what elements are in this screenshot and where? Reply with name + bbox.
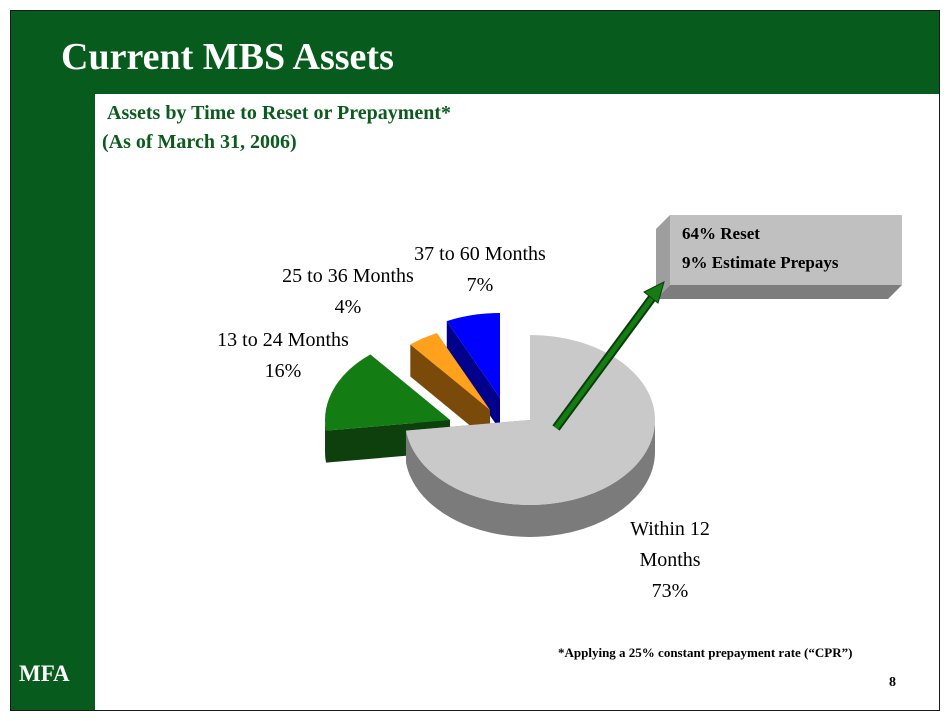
slice-wall-start xyxy=(446,321,500,430)
mfa-logo: MFA xyxy=(19,661,70,686)
chart-subtitle: Assets by Time to Reset or Prepayment* xyxy=(107,102,452,124)
slice-labels: Within 12 Months 73% 13 to 24 Months 16% 25 t… xyxy=(217,243,710,602)
callout-line: 64% Reset xyxy=(682,224,760,243)
slice-top xyxy=(325,354,450,431)
chart-date: (As of March 31, 2006) xyxy=(102,131,297,153)
slice-category-label: Months xyxy=(639,549,700,571)
pie-slice-3 xyxy=(446,313,500,430)
slice-rim xyxy=(325,420,326,463)
footnote: *Applying a 25% constant prepayment rate… xyxy=(558,645,853,660)
slice-rim xyxy=(405,420,655,537)
pie-slice-2 xyxy=(410,333,490,442)
callout-arrow xyxy=(552,281,665,431)
title-bar xyxy=(11,11,939,94)
pie-slices xyxy=(325,313,656,537)
callout: 64% Reset 9% Estimate Prepays xyxy=(552,215,902,431)
slice-percent-label: 16% xyxy=(265,360,302,382)
slice-category-label: 13 to 24 Months xyxy=(217,329,349,351)
slice-category-label: Within 12 xyxy=(630,518,710,540)
slice-category-label: 37 to 60 Months xyxy=(414,243,546,265)
slice-percent-label: 7% xyxy=(467,274,494,296)
left-sidebar-bar xyxy=(11,11,95,710)
slice-top xyxy=(446,313,500,398)
callout-line: 9% Estimate Prepays xyxy=(682,253,839,272)
slice-top xyxy=(410,333,490,410)
slice-percent-label: 73% xyxy=(652,580,689,602)
page-number: 8 xyxy=(889,675,896,690)
slice-wall-start xyxy=(410,344,490,442)
slice-percent-label: 4% xyxy=(335,296,362,318)
slide-title: Current MBS Assets xyxy=(61,36,394,78)
slide-frame: Current MBS Assets Assets by Time to Res… xyxy=(10,10,940,711)
slice-category-label: 25 to 36 Months xyxy=(282,265,414,287)
callout-box: 64% Reset 9% Estimate Prepays xyxy=(656,215,902,299)
